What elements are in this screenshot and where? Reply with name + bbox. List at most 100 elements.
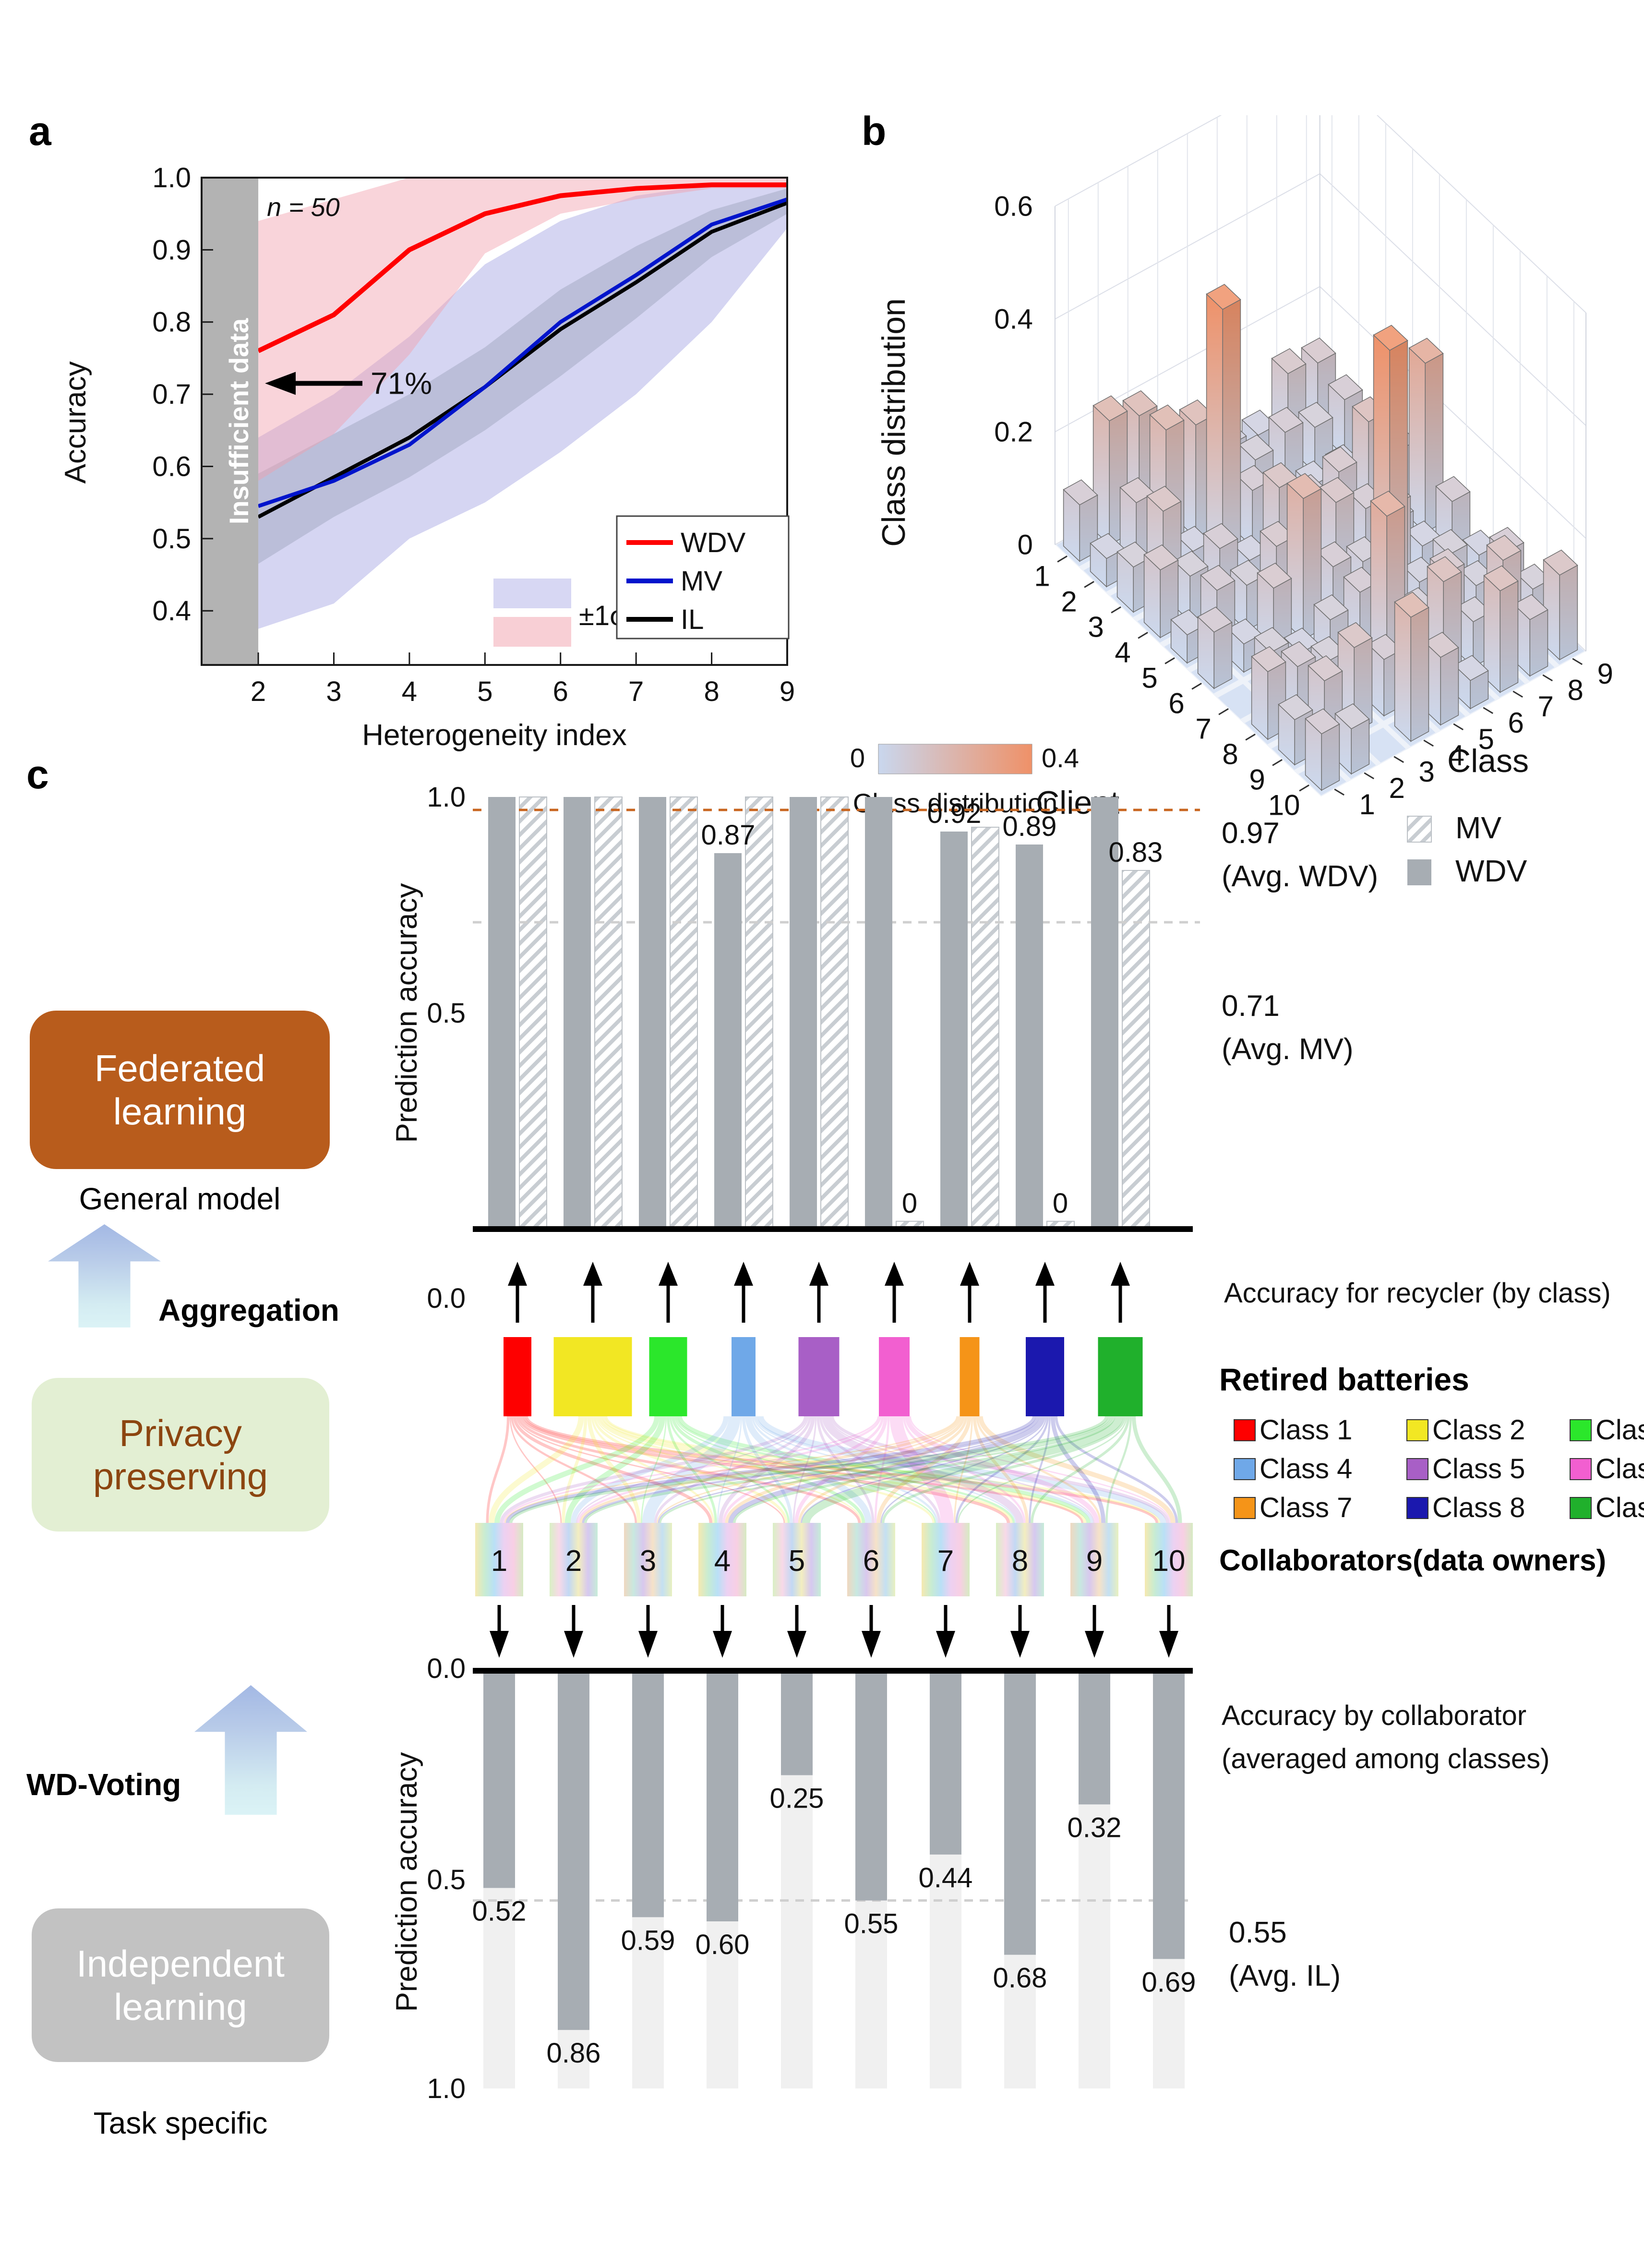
up-arrow-icon bbox=[960, 1262, 979, 1286]
bar-value-label: 0.92 bbox=[927, 798, 982, 829]
bar-value-label: 0.87 bbox=[701, 820, 756, 851]
collaborator-accuracy-bar-chart: 0.52 0.86 0.59 0.60 0.25 0.55 0.44 0.68 0.32 0.69… bbox=[394, 1653, 1196, 2104]
sankey-ribbon bbox=[902, 1416, 1026, 1523]
svg-text:7: 7 bbox=[1195, 712, 1211, 745]
bar-value-label: 0 bbox=[902, 1188, 917, 1219]
band-wdv bbox=[258, 178, 787, 481]
sankey-ribbon bbox=[816, 1416, 875, 1523]
sankey-ribbon bbox=[1031, 1416, 1130, 1523]
down-arrow-icon bbox=[490, 1631, 509, 1658]
mv-bar bbox=[745, 796, 773, 1230]
sankey-ribbon bbox=[503, 1416, 879, 1523]
sankey-ribbon bbox=[728, 1416, 1044, 1523]
svg-text:1.0: 1.0 bbox=[427, 2073, 466, 2104]
bar-value-label: 0.69 bbox=[1142, 1966, 1196, 1998]
svg-text:2: 2 bbox=[251, 676, 266, 707]
sankey-ribbon bbox=[889, 1416, 954, 1523]
sankey-ribbon bbox=[489, 1416, 584, 1523]
class-axis-label: Class bbox=[1447, 743, 1529, 779]
il-bar bbox=[855, 1674, 887, 1901]
il-bar bbox=[781, 1674, 813, 1775]
wdv-bar bbox=[714, 853, 742, 1229]
il-bar bbox=[483, 1674, 515, 1888]
bar-value-label: 0.83 bbox=[1109, 837, 1163, 868]
class-to-collaborator-sankey: 1 2 3 4 5 6 7 8 9 10 bbox=[475, 1337, 1193, 1596]
mv-bar bbox=[820, 796, 849, 1230]
class-swatch-icon bbox=[1406, 1419, 1428, 1441]
class-swatch-icon bbox=[1234, 1458, 1256, 1480]
wd-voting-arrow-icon bbox=[194, 1685, 307, 1815]
svg-text:Insufficient data: Insufficient data bbox=[224, 318, 254, 524]
collaborator-block bbox=[922, 1523, 970, 1596]
class-block bbox=[504, 1337, 531, 1416]
sankey-ribbon bbox=[674, 1416, 936, 1523]
class-legend-label: Class 1 bbox=[1260, 1414, 1353, 1446]
down-arrow-icon bbox=[1010, 1631, 1030, 1658]
avg-mv-caption: (Avg. MV) bbox=[1222, 1033, 1354, 1066]
collaborator-block bbox=[1145, 1523, 1193, 1596]
svg-text:0.6: 0.6 bbox=[152, 451, 191, 482]
class-block bbox=[553, 1337, 632, 1416]
svg-text:3: 3 bbox=[1419, 756, 1435, 788]
class-swatch-icon bbox=[1570, 1458, 1592, 1480]
sankey-ribbon bbox=[641, 1416, 667, 1523]
sankey-ribbon bbox=[676, 1416, 1015, 1523]
recycler-accuracy-bar-chart: 0.87 0.92 0.89 0 0 0.83 1.0 0.5 0.0 Prediction ac… bbox=[394, 782, 1527, 1323]
svg-text:1.0: 1.0 bbox=[427, 782, 466, 813]
sankey-ribbon bbox=[792, 1416, 817, 1523]
svg-text:0.8: 0.8 bbox=[152, 307, 191, 338]
sankey-ribbon bbox=[659, 1416, 1113, 1523]
sankey-ribbon bbox=[658, 1416, 1040, 1523]
federated-learning-box: Federated learning bbox=[30, 1011, 330, 1169]
svg-text:7: 7 bbox=[1538, 690, 1554, 723]
x-axis-label: Heterogeneity index bbox=[362, 719, 626, 752]
accuracy-vs-heterogeneity-chart: Insufficient data 2 3 4 5 6 7 8 9 0.4 0.5 0.6 0.7 0.8… bbox=[59, 162, 795, 752]
avg-mv-value: 0.71 bbox=[1222, 989, 1280, 1023]
independent-learning-box: Independent learning bbox=[32, 1908, 329, 2062]
up-arrow-icon bbox=[508, 1262, 527, 1286]
line-mv bbox=[257, 197, 787, 508]
mv-bar bbox=[519, 796, 547, 1230]
retired-batteries-label: Retired batteries bbox=[1219, 1362, 1469, 1397]
sankey-ribbon bbox=[505, 1416, 1036, 1523]
sankey-ribbon bbox=[752, 1416, 938, 1523]
down-arrow-icon bbox=[564, 1631, 583, 1658]
sankey-ribbon bbox=[955, 1416, 1049, 1523]
svg-text:2: 2 bbox=[1061, 585, 1077, 617]
recycler-caption: Accuracy for recycler (by class) bbox=[1224, 1278, 1611, 1309]
bar-value-label: 0.32 bbox=[1068, 1812, 1122, 1843]
sankey-ribbon bbox=[597, 1416, 935, 1523]
svg-text:2: 2 bbox=[1389, 772, 1405, 804]
svg-text:5: 5 bbox=[477, 676, 492, 707]
sankey-ribbon bbox=[517, 1416, 861, 1523]
sankey-ribbon bbox=[576, 1416, 809, 1523]
sankey-ribbon bbox=[657, 1416, 962, 1523]
class-block bbox=[960, 1337, 980, 1416]
sankey-ribbon bbox=[801, 1416, 1045, 1523]
class-legend-label: Class 9 bbox=[1596, 1492, 1644, 1523]
sankey-ribbon bbox=[733, 1416, 1116, 1523]
aggregation-label: Aggregation bbox=[158, 1293, 339, 1327]
sankey-ribbon bbox=[669, 1416, 790, 1523]
sankey-ribbon bbox=[671, 1416, 865, 1523]
wdv-bar bbox=[865, 797, 892, 1229]
collaborator-number: 1 bbox=[491, 1544, 507, 1578]
y-axis-label: Prediction accuracy bbox=[394, 1752, 423, 2012]
line-wdv bbox=[257, 182, 787, 353]
il-bar bbox=[707, 1674, 738, 1921]
mv-bar bbox=[594, 796, 623, 1230]
svg-text:1: 1 bbox=[1034, 560, 1050, 592]
sankey-ribbon bbox=[605, 1416, 1161, 1523]
sankey-ribbon bbox=[564, 1416, 666, 1523]
sankey-ribbon bbox=[582, 1416, 1038, 1523]
sankey-ribbon bbox=[525, 1416, 1158, 1523]
class-swatch-icon bbox=[1406, 1496, 1428, 1519]
class-legend-label: Class 3 bbox=[1596, 1414, 1644, 1446]
svg-text:0.7: 0.7 bbox=[152, 379, 191, 410]
collaborator-block bbox=[773, 1523, 821, 1596]
aggregation-arrow-icon bbox=[48, 1224, 161, 1327]
sankey-ribbon bbox=[599, 1416, 1013, 1523]
